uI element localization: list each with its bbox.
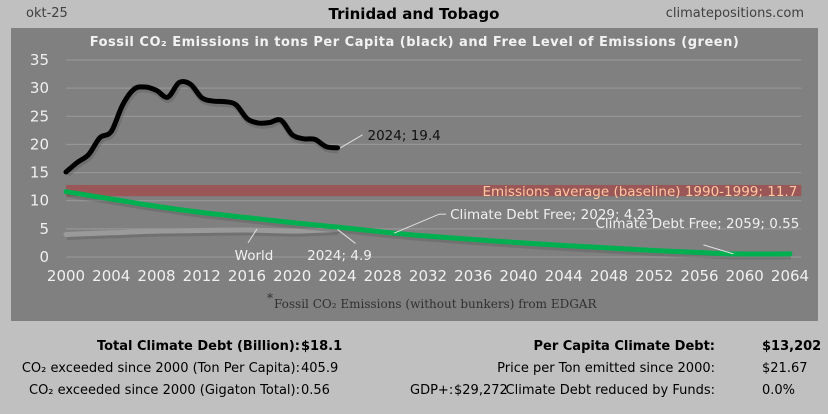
per-capita-value: $13,202 xyxy=(762,339,822,354)
annotation-world: World xyxy=(235,248,274,264)
y-tick-label: 15 xyxy=(30,164,49,182)
chart-title: Fossil CO₂ Emissions in tons Per Capita … xyxy=(89,35,740,50)
x-tick-label: 2044 xyxy=(545,267,583,285)
x-tick-label: 2004 xyxy=(92,267,130,285)
series-group xyxy=(63,78,793,260)
free-level-line xyxy=(63,189,793,257)
y-tick-label: 10 xyxy=(30,192,49,210)
annotation-emissions-2024: 2024; 19.4 xyxy=(368,128,441,144)
emissions-line xyxy=(63,78,340,175)
annotation-debt-free-2059: Climate Debt Free; 2059; 0.55 xyxy=(595,216,799,232)
total-debt-value: $18.1 xyxy=(301,339,343,354)
x-tick-label: 2012 xyxy=(183,267,221,285)
y-tick-label: 25 xyxy=(30,107,49,125)
leader-line xyxy=(703,244,734,255)
total-debt-label: Total Climate Debt (Billion): xyxy=(96,339,300,354)
chart-panel: Fossil CO₂ Emissions in tons Per Capita … xyxy=(11,28,818,321)
x-tick-label: 2028 xyxy=(364,267,402,285)
co2-gt-value: 0.56 xyxy=(301,383,330,398)
x-tick-label: 2040 xyxy=(499,267,537,285)
chart-svg: Emissions average (baseline) 1990-1999; … xyxy=(30,51,809,311)
date-label: okt-25 xyxy=(26,6,68,21)
baseline-label: Emissions average (baseline) 1990-1999; … xyxy=(483,184,798,200)
gdp-label: GDP+: xyxy=(410,383,454,398)
world-line xyxy=(63,226,340,237)
price-value: $21.67 xyxy=(762,361,808,376)
baseline-band xyxy=(66,184,802,197)
x-axis-ticks: 2000 2004 2008 2012 2016 2020 2024 2028 2032 2036… xyxy=(47,267,809,285)
x-tick-label: 2016 xyxy=(228,267,266,285)
co2-gt-label: CO₂ exceeded since 2000 (Gigaton Total): xyxy=(29,383,300,398)
x-tick-label: 2036 xyxy=(454,267,492,285)
y-tick-label: 0 xyxy=(39,248,49,266)
x-tick-label: 2020 xyxy=(273,267,311,285)
footnote: Fossil CO₂ Emissions (without bunkers) f… xyxy=(274,297,597,311)
site-label: climatepositions.com xyxy=(665,6,804,21)
x-tick-label: 2056 xyxy=(680,267,718,285)
funds-value: 0.0% xyxy=(762,383,796,398)
y-tick-label: 35 xyxy=(30,51,49,69)
page-title: Trinidad and Tobago xyxy=(328,5,500,23)
co2-ton-label: CO₂ exceeded since 2000 (Ton Per Capita)… xyxy=(21,361,300,376)
y-axis-ticks: 0 5 10 15 20 25 30 35 xyxy=(30,51,49,266)
y-tick-label: 5 xyxy=(39,220,49,238)
x-tick-label: 2060 xyxy=(726,267,764,285)
gdp-value: $29,272 xyxy=(454,383,508,398)
leader-line xyxy=(337,229,356,244)
x-tick-label: 2000 xyxy=(47,267,85,285)
leader-line xyxy=(393,213,440,234)
leader-line xyxy=(247,228,258,244)
y-tick-label: 20 xyxy=(30,135,49,153)
price-label: Price per Ton emitted since 2000: xyxy=(497,361,715,376)
x-tick-label: 2032 xyxy=(409,267,447,285)
x-tick-label: 2052 xyxy=(635,267,673,285)
footnote-mark: * xyxy=(267,291,273,305)
annotation-world-2024: 2024; 4.9 xyxy=(307,248,372,264)
co2-ton-value: 405.9 xyxy=(301,361,339,376)
x-tick-label: 2048 xyxy=(590,267,628,285)
y-tick-label: 30 xyxy=(30,79,49,97)
annotation-debt-free-2029: Climate Debt Free; 2029; 4.23 xyxy=(450,207,654,223)
per-capita-label: Per Capita Climate Debt: xyxy=(533,339,715,354)
annotations-group: 2024; 19.4 2024; 4.9 World Climate Debt Fre… xyxy=(235,128,800,264)
x-tick-label: 2024 xyxy=(318,267,356,285)
baseline-band-group: Emissions average (baseline) 1990-1999; … xyxy=(66,184,802,200)
x-tick-label: 2064 xyxy=(771,267,809,285)
leader-line xyxy=(340,134,363,149)
x-tick-label: 2008 xyxy=(137,267,175,285)
funds-label: Climate Debt reduced by Funds: xyxy=(505,383,715,398)
